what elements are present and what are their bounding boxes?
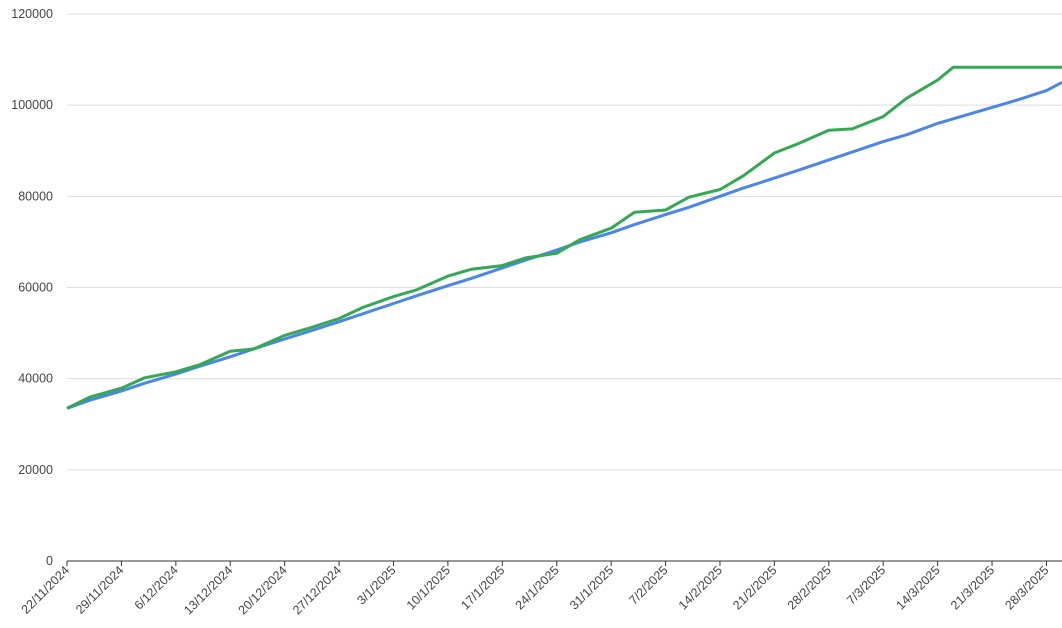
x-tick-label: 31/1/2025 <box>567 563 616 612</box>
y-tick-label: 20000 <box>18 463 53 477</box>
x-tick-label: 3/1/2025 <box>354 563 398 607</box>
y-tick-label: 100000 <box>11 98 53 112</box>
x-tick-label: 28/3/2025 <box>1002 563 1051 612</box>
x-tick-label: 20/12/2024 <box>236 563 290 617</box>
x-tick-label: 7/3/2025 <box>844 563 888 607</box>
x-tick-label: 17/1/2025 <box>458 563 507 612</box>
y-tick-label: 60000 <box>18 281 53 295</box>
x-tick-label: 22/11/2024 <box>19 563 73 617</box>
series-line <box>66 81 1062 410</box>
x-tick-label: 29/11/2024 <box>73 563 127 617</box>
y-tick-label: 120000 <box>11 7 53 21</box>
y-tick-label: 40000 <box>18 372 53 386</box>
x-tick-label: 14/3/2025 <box>894 563 943 612</box>
series-line <box>66 65 1062 410</box>
x-tick-label: 14/2/2025 <box>676 563 725 612</box>
y-tick-label: 0 <box>46 554 53 568</box>
x-tick-label: 21/3/2025 <box>948 563 997 612</box>
x-tick-label: 27/12/2024 <box>290 563 344 617</box>
x-tick-label: 10/1/2025 <box>404 563 453 612</box>
x-tick-label: 6/12/2024 <box>132 563 181 612</box>
x-tick-label: 21/2/2025 <box>730 563 779 612</box>
y-tick-label: 80000 <box>18 189 53 203</box>
x-tick-label: 7/2/2025 <box>626 563 670 607</box>
x-tick-label: 28/2/2025 <box>785 563 834 612</box>
x-tick-label: 24/1/2025 <box>513 563 562 612</box>
x-tick-label: 13/12/2024 <box>181 563 235 617</box>
